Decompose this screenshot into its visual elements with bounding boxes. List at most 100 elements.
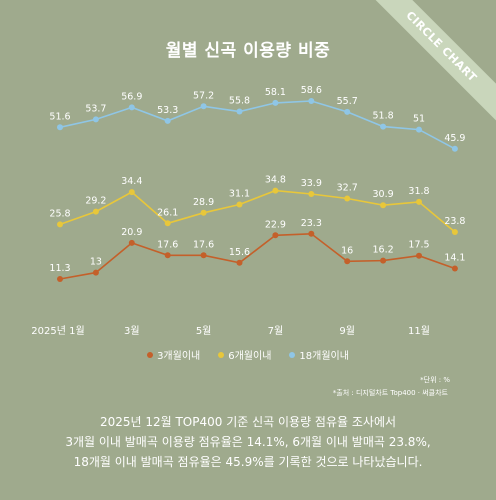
data-point-6m bbox=[272, 187, 279, 194]
data-label-18m: 57.2 bbox=[193, 90, 214, 101]
data-point-18m bbox=[236, 108, 243, 115]
legend-dot-3m bbox=[147, 351, 154, 358]
legend-dot-6m bbox=[218, 351, 225, 358]
data-point-6m bbox=[128, 189, 135, 196]
summary-line-2: 3개월 이내 발매곡 이용량 점유율은 14.1%, 6개월 이내 발매곡 23… bbox=[65, 435, 431, 449]
data-point-18m bbox=[92, 116, 99, 123]
data-label-6m: 34.4 bbox=[121, 176, 142, 187]
x-tick-label: 7월 bbox=[268, 325, 284, 337]
series-line-18m bbox=[59, 100, 456, 150]
page-title: 월별 신곡 이용량 비중 bbox=[165, 41, 331, 61]
summary-line-1: 2025년 12월 TOP400 기준 신곡 이용량 점유율 조사에서 bbox=[99, 415, 397, 429]
data-label-18m: 45.9 bbox=[444, 133, 465, 144]
data-label-18m: 53.7 bbox=[85, 103, 106, 114]
data-label-18m: 51.6 bbox=[49, 111, 70, 122]
data-point-6m bbox=[308, 191, 315, 197]
source-note: *출처 : 디지털차트 Top400 · 써클차트 bbox=[332, 389, 448, 397]
data-point-6m bbox=[236, 201, 243, 208]
data-point-3m bbox=[308, 230, 315, 237]
data-point-3m bbox=[380, 257, 387, 264]
data-point-3m bbox=[164, 252, 171, 259]
data-point-6m bbox=[344, 195, 351, 202]
chart-legend: 3개월이내 6개월이내 18개월이내 bbox=[0, 347, 496, 362]
x-tick-label: 2025년 1월 bbox=[31, 325, 84, 337]
data-point-3m bbox=[272, 232, 279, 239]
data-point-18m bbox=[380, 123, 387, 130]
data-point-3m bbox=[416, 252, 422, 259]
data-label-3m: 17.6 bbox=[157, 239, 178, 250]
data-point-3m bbox=[128, 239, 135, 246]
data-label-18m: 56.9 bbox=[121, 91, 142, 102]
data-point-18m bbox=[308, 98, 315, 104]
data-point-6m bbox=[200, 209, 207, 216]
data-label-6m: 29.2 bbox=[85, 196, 106, 207]
legend-dot-18m bbox=[289, 351, 296, 358]
x-tick-label: 3월 bbox=[124, 325, 140, 337]
data-label-6m: 32.7 bbox=[337, 183, 358, 194]
data-point-6m bbox=[57, 221, 63, 228]
data-label-6m: 25.8 bbox=[49, 208, 70, 219]
data-label-3m: 14.1 bbox=[444, 253, 465, 264]
data-point-6m bbox=[451, 229, 458, 235]
data-label-18m: 53.3 bbox=[157, 105, 178, 116]
data-label-6m: 23.8 bbox=[444, 216, 465, 227]
data-label-18m: 51 bbox=[413, 114, 425, 125]
data-point-6m bbox=[416, 198, 422, 205]
data-label-3m: 22.9 bbox=[265, 219, 286, 230]
data-label-3m: 17.5 bbox=[408, 240, 429, 251]
data-label-18m: 51.8 bbox=[373, 111, 394, 122]
data-label-3m: 20.9 bbox=[121, 227, 142, 238]
data-point-18m bbox=[416, 126, 422, 133]
data-point-18m bbox=[128, 104, 135, 111]
data-label-6m: 33.9 bbox=[301, 178, 322, 189]
data-point-6m bbox=[92, 208, 99, 215]
data-label-3m: 15.6 bbox=[229, 247, 250, 258]
summary-line-3: 18개월 이내 발매곡 점유율은 45.9%를 기록한 것으로 나타났습니다. bbox=[73, 455, 423, 469]
legend-label-3m: 3개월이내 bbox=[157, 351, 201, 362]
data-point-18m bbox=[164, 117, 171, 124]
data-point-18m bbox=[451, 145, 458, 152]
legend-item-3m: 3개월이내 bbox=[147, 347, 200, 362]
data-point-3m bbox=[451, 265, 458, 272]
data-point-3m bbox=[57, 276, 63, 282]
legend-label-6m: 6개월이내 bbox=[228, 351, 272, 362]
series-line-3m bbox=[59, 232, 456, 280]
data-label-18m: 55.7 bbox=[337, 96, 358, 107]
data-point-6m bbox=[164, 220, 171, 227]
legend-label-18m: 18개월이내 bbox=[299, 351, 349, 362]
data-label-18m: 58.1 bbox=[265, 87, 286, 98]
data-point-3m bbox=[236, 259, 243, 266]
data-label-3m: 13 bbox=[90, 257, 102, 268]
x-tick-label: 9월 bbox=[339, 325, 355, 337]
data-point-18m bbox=[200, 103, 207, 110]
data-label-6m: 30.9 bbox=[373, 189, 394, 200]
data-point-6m bbox=[380, 202, 387, 209]
x-tick-label: 5월 bbox=[196, 325, 212, 337]
data-label-6m: 31.8 bbox=[408, 186, 429, 197]
data-point-18m bbox=[57, 124, 63, 131]
data-label-18m: 58.6 bbox=[301, 85, 322, 96]
series-line-6m bbox=[59, 189, 456, 233]
data-point-3m bbox=[344, 258, 351, 265]
data-point-3m bbox=[92, 269, 99, 276]
data-point-18m bbox=[344, 108, 351, 115]
legend-item-6m: 6개월이내 bbox=[218, 347, 271, 362]
data-label-3m: 11.3 bbox=[49, 263, 70, 274]
summary-text: 2025년 12월 TOP400 기준 신곡 이용량 점유율 조사에서 3개월 … bbox=[0, 412, 496, 472]
x-tick-label: 11월 bbox=[408, 325, 430, 337]
data-label-3m: 16 bbox=[341, 245, 353, 256]
line-chart: 11.3 13 20.9 17.6 17.6 15.6 22.9 23.3 16 16.2 17.5… bbox=[31, 85, 465, 337]
data-label-6m: 26.1 bbox=[157, 207, 178, 218]
data-point-18m bbox=[272, 99, 279, 106]
data-point-3m bbox=[200, 252, 207, 259]
data-label-3m: 17.6 bbox=[193, 239, 214, 250]
data-label-3m: 23.3 bbox=[301, 218, 322, 229]
data-label-6m: 34.8 bbox=[265, 175, 286, 186]
unit-note: *단위 : % bbox=[420, 376, 450, 384]
data-label-18m: 55.8 bbox=[229, 96, 250, 107]
legend-item-18m: 18개월이내 bbox=[289, 347, 349, 362]
data-label-3m: 16.2 bbox=[373, 245, 394, 256]
data-label-6m: 28.9 bbox=[193, 197, 214, 208]
data-label-6m: 31.1 bbox=[229, 189, 250, 200]
